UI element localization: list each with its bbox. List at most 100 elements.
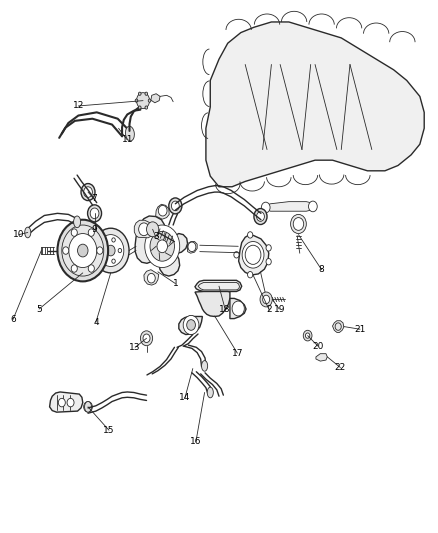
Polygon shape: [239, 235, 269, 275]
Circle shape: [303, 330, 312, 341]
Circle shape: [102, 255, 105, 259]
Circle shape: [98, 235, 124, 266]
Circle shape: [112, 238, 115, 242]
Circle shape: [158, 205, 167, 216]
Polygon shape: [195, 292, 230, 317]
Circle shape: [139, 223, 149, 236]
Text: 18: 18: [219, 304, 231, 313]
Circle shape: [242, 241, 264, 268]
Polygon shape: [262, 201, 315, 211]
Circle shape: [88, 229, 94, 236]
Circle shape: [245, 245, 261, 264]
Circle shape: [71, 265, 78, 272]
Text: 4: 4: [93, 318, 99, 327]
Text: 12: 12: [73, 101, 84, 110]
Circle shape: [138, 106, 141, 109]
Text: 19: 19: [273, 304, 285, 313]
Ellipse shape: [25, 227, 31, 238]
Circle shape: [118, 248, 122, 253]
Circle shape: [187, 320, 195, 330]
Polygon shape: [195, 280, 242, 292]
Circle shape: [97, 247, 103, 254]
Text: 16: 16: [190, 438, 201, 447]
Circle shape: [92, 228, 129, 273]
Ellipse shape: [207, 387, 213, 398]
Circle shape: [171, 201, 179, 211]
Circle shape: [188, 242, 196, 252]
Circle shape: [183, 316, 199, 335]
Circle shape: [266, 245, 271, 251]
Text: 14: 14: [179, 393, 191, 402]
Circle shape: [141, 331, 152, 346]
Circle shape: [62, 225, 104, 276]
Circle shape: [145, 92, 148, 95]
Circle shape: [290, 214, 306, 233]
Circle shape: [257, 212, 265, 221]
Circle shape: [138, 92, 141, 95]
Text: 13: 13: [129, 343, 141, 352]
Circle shape: [67, 398, 74, 407]
Circle shape: [293, 217, 304, 230]
Circle shape: [88, 265, 94, 272]
Circle shape: [261, 202, 270, 213]
Circle shape: [148, 273, 155, 283]
Text: 20: 20: [312, 342, 324, 351]
Circle shape: [234, 252, 239, 258]
Text: 7: 7: [91, 194, 96, 203]
Ellipse shape: [126, 126, 134, 141]
Polygon shape: [134, 220, 153, 238]
Circle shape: [58, 398, 65, 407]
Text: 2: 2: [266, 304, 272, 313]
Circle shape: [145, 106, 148, 109]
Polygon shape: [151, 94, 160, 103]
Polygon shape: [135, 216, 187, 276]
Circle shape: [260, 292, 272, 307]
Circle shape: [254, 208, 267, 224]
Circle shape: [148, 99, 151, 102]
Ellipse shape: [74, 216, 81, 228]
Circle shape: [232, 301, 244, 316]
Ellipse shape: [85, 401, 92, 412]
Circle shape: [157, 240, 167, 253]
Text: 15: 15: [103, 426, 115, 435]
Text: 1: 1: [173, 279, 178, 288]
Circle shape: [88, 205, 102, 222]
Circle shape: [71, 229, 78, 236]
Circle shape: [137, 93, 150, 109]
Circle shape: [169, 198, 182, 214]
Circle shape: [150, 231, 174, 261]
Polygon shape: [206, 22, 424, 187]
Text: 8: 8: [319, 265, 325, 274]
Circle shape: [305, 333, 310, 338]
Circle shape: [84, 187, 92, 197]
Text: 22: 22: [335, 363, 346, 372]
Circle shape: [143, 334, 150, 343]
Circle shape: [69, 233, 97, 268]
Circle shape: [308, 201, 317, 212]
Text: 10: 10: [13, 230, 25, 239]
Polygon shape: [179, 317, 202, 335]
Circle shape: [57, 220, 108, 281]
Circle shape: [112, 259, 115, 263]
Text: 5: 5: [36, 304, 42, 313]
Circle shape: [145, 225, 180, 268]
Polygon shape: [332, 321, 344, 333]
Polygon shape: [230, 298, 246, 319]
Polygon shape: [155, 204, 169, 219]
Circle shape: [84, 401, 92, 412]
Circle shape: [106, 245, 115, 256]
Polygon shape: [187, 241, 197, 253]
Polygon shape: [49, 392, 83, 412]
Circle shape: [135, 99, 138, 102]
Text: 21: 21: [354, 325, 366, 334]
Text: 17: 17: [232, 349, 243, 358]
Circle shape: [263, 295, 270, 304]
Circle shape: [102, 242, 105, 246]
Text: 9: 9: [92, 225, 97, 234]
Text: 3: 3: [153, 232, 159, 241]
Circle shape: [78, 244, 88, 257]
Circle shape: [63, 247, 69, 254]
Ellipse shape: [201, 361, 208, 371]
Text: 11: 11: [122, 135, 133, 144]
Circle shape: [90, 208, 99, 219]
